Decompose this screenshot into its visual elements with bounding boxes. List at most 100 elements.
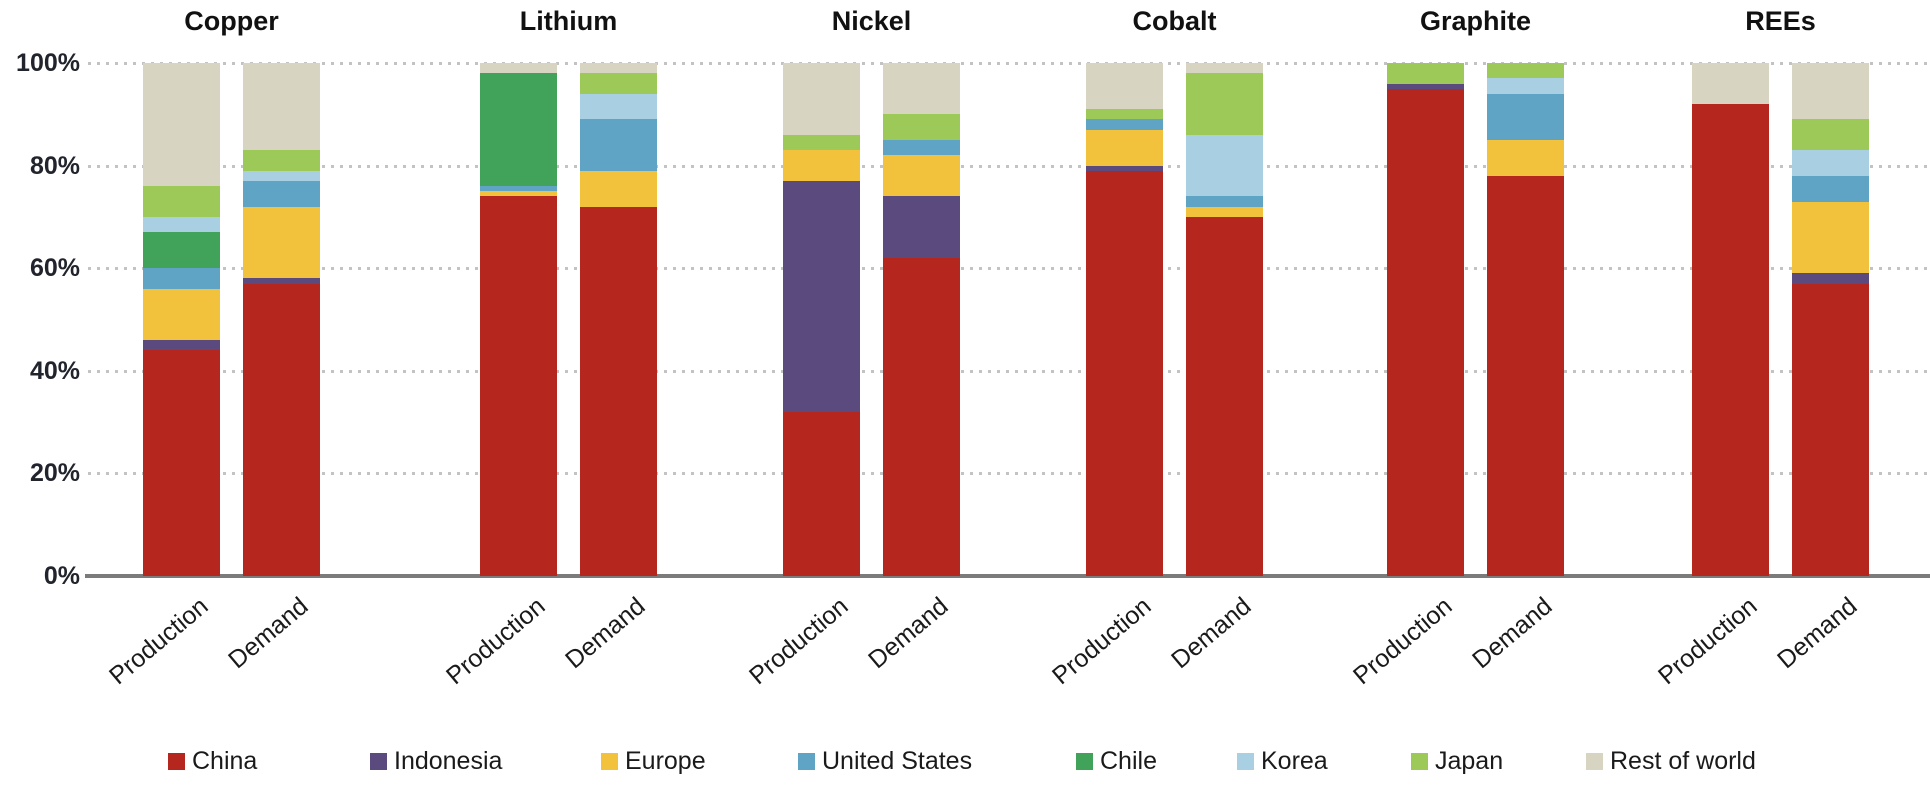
legend-swatch-korea — [1237, 752, 1254, 770]
legend-item-rest-of-world: Rest of world — [1586, 746, 1756, 776]
bar-lithium-demand — [580, 63, 657, 576]
bar-segment-copper-production-rest-of-world — [143, 63, 220, 187]
legend-label-japan: Japan — [1435, 746, 1504, 775]
bar-segment-lithium-production-rest-of-world — [480, 63, 557, 74]
x-label-lithium-demand: Demand — [560, 592, 651, 675]
bar-segment-rees-demand-korea — [1792, 150, 1869, 176]
legend-item-united-states: United States — [798, 746, 972, 776]
x-label-rees-production: Production — [1652, 592, 1763, 691]
bar-segment-graphite-production-china — [1387, 88, 1464, 576]
bar-segment-lithium-demand-china — [580, 206, 657, 576]
bar-segment-cobalt-demand-europe — [1186, 206, 1263, 217]
bar-segment-cobalt-production-japan — [1086, 109, 1163, 120]
bar-lithium-production — [480, 63, 557, 576]
category-title-cobalt: Cobalt — [1132, 6, 1217, 36]
bar-segment-rees-demand-china — [1792, 283, 1869, 576]
legend-label-china: China — [192, 746, 258, 775]
legend-swatch-united-states — [798, 752, 815, 770]
bar-segment-rees-production-rest-of-world — [1692, 63, 1769, 105]
y-axis-tick-label-40: 40% — [29, 357, 80, 385]
legend-swatch-europe — [601, 752, 618, 770]
bar-segment-copper-demand-united-states — [243, 181, 320, 207]
bar-segment-copper-production-europe — [143, 288, 220, 341]
bar-segment-graphite-production-indonesia — [1387, 83, 1464, 89]
bar-segment-graphite-demand-united-states — [1487, 93, 1564, 140]
bar-segment-lithium-demand-korea — [580, 93, 657, 120]
bar-cobalt-demand — [1186, 63, 1263, 576]
x-label-cobalt-production: Production — [1046, 592, 1157, 691]
legend-label-korea: Korea — [1261, 746, 1328, 775]
bar-segment-copper-demand-china — [243, 283, 320, 576]
bar-segment-nickel-production-japan — [783, 134, 860, 151]
bar-segment-nickel-demand-rest-of-world — [883, 63, 960, 115]
legend-item-japan: Japan — [1411, 746, 1503, 776]
legend-label-chile: Chile — [1100, 746, 1157, 775]
category-title-lithium: Lithium — [519, 6, 618, 36]
bar-segment-nickel-demand-united-states — [883, 140, 960, 156]
bar-segment-copper-production-indonesia — [143, 340, 220, 351]
bar-segment-cobalt-demand-rest-of-world — [1186, 63, 1263, 74]
legend-label-united-states: United States — [822, 746, 973, 775]
bar-segment-graphite-demand-europe — [1487, 139, 1564, 176]
bar-segment-cobalt-demand-korea — [1186, 134, 1263, 197]
bar-segment-graphite-production-japan — [1387, 63, 1464, 84]
bar-segment-cobalt-demand-united-states — [1186, 196, 1263, 207]
x-label-nickel-demand: Demand — [863, 592, 954, 675]
bar-copper-production — [143, 63, 220, 576]
x-label-graphite-demand: Demand — [1467, 592, 1558, 675]
gridline-80 — [88, 165, 1928, 168]
x-label-cobalt-demand: Demand — [1166, 592, 1257, 675]
bar-segment-lithium-demand-rest-of-world — [580, 63, 657, 74]
bar-segment-lithium-production-china — [480, 196, 557, 576]
category-title-rees: REEs — [1745, 6, 1816, 36]
legend-item-europe: Europe — [601, 746, 706, 776]
legend-label-rest-of-world: Rest of world — [1610, 746, 1756, 775]
x-axis-baseline — [85, 574, 1930, 578]
bar-cobalt-production — [1086, 63, 1163, 576]
legend-label-indonesia: Indonesia — [394, 746, 503, 775]
bar-segment-nickel-demand-indonesia — [883, 196, 960, 258]
bar-segment-nickel-demand-europe — [883, 155, 960, 197]
x-label-graphite-production: Production — [1347, 592, 1458, 691]
bar-segment-lithium-demand-united-states — [580, 119, 657, 171]
bar-segment-rees-production-china — [1692, 104, 1769, 576]
legend-item-korea: Korea — [1237, 746, 1328, 776]
gridline-20 — [88, 472, 1928, 475]
bar-nickel-demand — [883, 63, 960, 576]
bar-segment-lithium-production-united-states — [480, 186, 557, 192]
bar-nickel-production — [783, 63, 860, 576]
bar-segment-copper-production-united-states — [143, 268, 220, 289]
y-axis-tick-label-80: 80% — [29, 152, 80, 180]
bar-segment-graphite-demand-china — [1487, 175, 1564, 576]
y-axis-tick-label-60: 60% — [29, 254, 80, 282]
bar-segment-copper-demand-rest-of-world — [243, 63, 320, 151]
gridline-100 — [88, 62, 1928, 65]
bar-segment-nickel-demand-japan — [883, 114, 960, 140]
category-title-nickel: Nickel — [831, 6, 912, 36]
legend-label-europe: Europe — [625, 746, 706, 775]
bar-segment-cobalt-production-indonesia — [1086, 165, 1163, 171]
bar-segment-rees-demand-europe — [1792, 201, 1869, 274]
bar-rees-demand — [1792, 63, 1869, 576]
legend-item-indonesia: Indonesia — [370, 746, 502, 776]
bar-segment-rees-demand-indonesia — [1792, 273, 1869, 284]
bar-rees-production — [1692, 63, 1769, 576]
bar-segment-lithium-demand-japan — [580, 73, 657, 94]
bar-segment-lithium-demand-europe — [580, 170, 657, 207]
bar-graphite-production — [1387, 63, 1464, 576]
bar-segment-rees-demand-united-states — [1792, 175, 1869, 202]
x-label-nickel-production: Production — [743, 592, 854, 691]
legend-swatch-china — [168, 752, 185, 770]
bar-segment-copper-production-china — [143, 350, 220, 576]
bar-segment-nickel-production-europe — [783, 150, 860, 181]
bar-segment-nickel-demand-china — [883, 257, 960, 576]
bar-segment-copper-demand-europe — [243, 206, 320, 279]
bar-segment-copper-demand-japan — [243, 150, 320, 171]
x-label-copper-demand: Demand — [223, 592, 314, 675]
legend-swatch-japan — [1411, 752, 1428, 770]
bar-graphite-demand — [1487, 63, 1564, 576]
x-label-copper-production: Production — [103, 592, 214, 691]
gridline-60 — [88, 267, 1928, 270]
bar-segment-cobalt-production-rest-of-world — [1086, 63, 1163, 110]
